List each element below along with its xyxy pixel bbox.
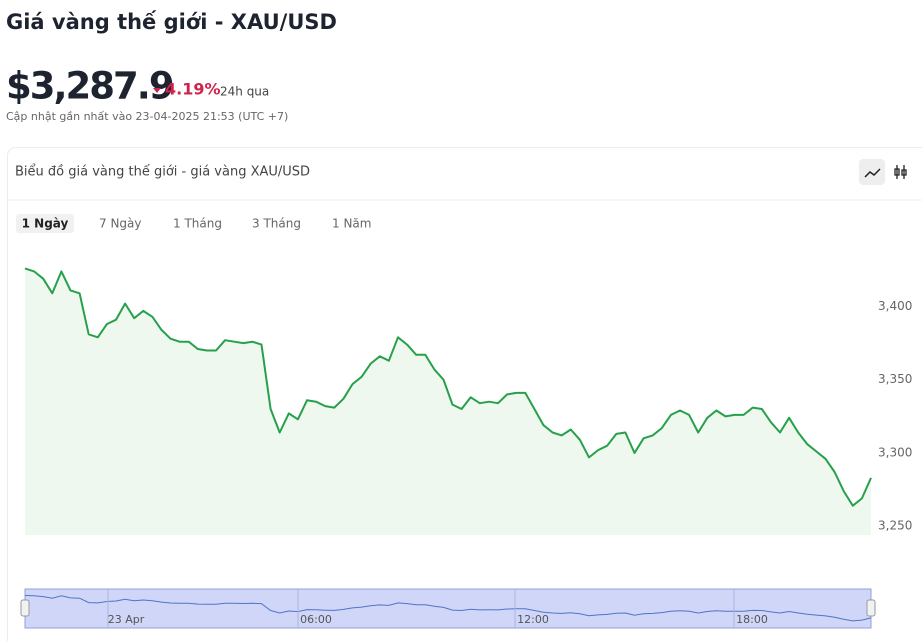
line-icon xyxy=(864,168,881,178)
chart-title: Biểu đồ giá vàng thế giới - giá vàng XAU… xyxy=(15,165,310,180)
navigator-line xyxy=(24,595,872,622)
navigator-label: 23 Apr xyxy=(108,613,145,626)
navigator-handle[interactable] xyxy=(20,599,30,617)
y-tick-label: 3,350 xyxy=(878,372,912,386)
range-tab[interactable]: 3 Tháng xyxy=(252,217,301,231)
navigator-label: 18:00 xyxy=(736,613,768,626)
change-period: 24h qua xyxy=(220,85,269,99)
range-tab[interactable]: 1 Năm xyxy=(332,217,371,231)
navigator-label: 12:00 xyxy=(517,613,549,626)
area xyxy=(25,268,871,535)
active-tab-bg xyxy=(16,214,74,233)
navigator-label: 06:00 xyxy=(300,613,332,626)
change: 4.19% xyxy=(165,80,221,99)
y-tick-label: 3,400 xyxy=(878,299,912,313)
down-arrow xyxy=(153,88,161,93)
price: $3,287.9 xyxy=(6,65,173,108)
range-tab[interactable]: 7 Ngày xyxy=(99,217,142,231)
navigator-handle[interactable] xyxy=(866,599,876,617)
range-tab[interactable]: 1 Ngày xyxy=(22,217,69,231)
candle-chart-button[interactable] xyxy=(894,165,907,179)
updated-time: Cập nhật gần nhất vào 23-04-2025 21:53 (… xyxy=(6,110,288,123)
page-title: Giá vàng thế giới - XAU/USD xyxy=(6,10,337,34)
y-tick-label: 3,250 xyxy=(878,519,912,533)
range-tabs: 1 Ngày 7 Ngày 1 Tháng 3 Tháng 1 Năm xyxy=(16,214,371,233)
line-chart-button[interactable] xyxy=(859,159,885,185)
plot: 3,250 3,300 3,350 3,400 23 Apr 06:00 12:00 18:0… xyxy=(20,267,912,629)
range-tab[interactable]: 1 Tháng xyxy=(173,217,222,231)
price-line xyxy=(24,267,872,507)
y-tick-label: 3,300 xyxy=(878,445,912,459)
